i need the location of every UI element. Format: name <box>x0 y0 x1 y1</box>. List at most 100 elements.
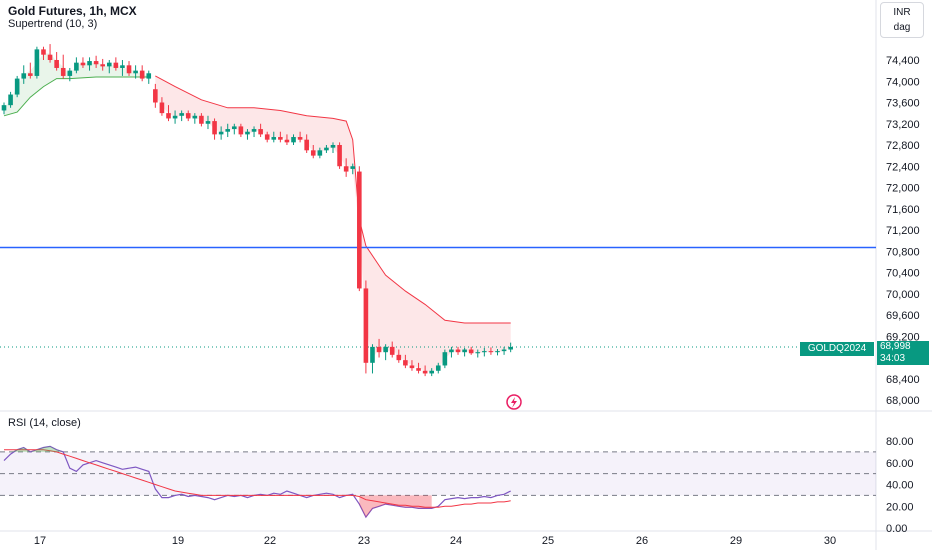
rsi-oversold-fill <box>359 495 432 518</box>
candle-body <box>120 65 125 68</box>
currency-label: INR <box>893 7 911 18</box>
rsi-tick-label: 60.00 <box>886 458 914 470</box>
candle-body <box>146 73 152 79</box>
candle-body <box>185 113 191 119</box>
candle-body <box>337 145 342 167</box>
candle-body <box>508 346 513 350</box>
candle-body <box>93 61 99 65</box>
chart-title: Gold Futures, 1h, MCX <box>8 4 137 18</box>
time-tick-label: 22 <box>264 535 276 547</box>
price-tick-label: 73,600 <box>886 98 920 110</box>
candle-body <box>8 94 13 106</box>
rsi-tick-label: 80.00 <box>886 436 914 448</box>
candle-body <box>1 105 7 111</box>
candle-body <box>172 115 178 119</box>
candle-body <box>304 139 309 151</box>
candle-body <box>205 121 211 124</box>
candle-body <box>245 131 250 135</box>
candle-body <box>297 137 303 140</box>
candle-body <box>54 60 59 68</box>
candle-body <box>199 115 204 124</box>
candle-body <box>482 351 487 353</box>
candle-body <box>403 360 408 366</box>
time-tick-label: 17 <box>34 535 46 547</box>
price-tick-label: 73,200 <box>886 119 920 131</box>
supertrend-legend[interactable]: Supertrend (10, 3) <box>8 18 98 30</box>
candle-body <box>449 349 454 353</box>
candle-body <box>442 352 448 366</box>
time-tick-label: 24 <box>450 535 462 547</box>
price-tick-label: 72,400 <box>886 161 920 173</box>
candle-body <box>324 147 329 151</box>
candle-body <box>258 129 263 135</box>
rsi-overbought-fill <box>4 446 64 452</box>
candle-body <box>106 62 112 67</box>
rsi-tick-label: 0.00 <box>886 523 907 535</box>
candle-body <box>475 352 481 354</box>
candle-body <box>284 139 290 143</box>
price-tick-label: 74,400 <box>886 55 920 67</box>
rsi-legend[interactable]: RSI (14, close) <box>8 417 81 429</box>
rsi-tick-label: 40.00 <box>886 480 914 492</box>
time-tick-label: 25 <box>542 535 554 547</box>
currency-scale-button[interactable]: INR dag <box>880 2 924 38</box>
candle-body <box>126 65 132 74</box>
time-tick-label: 26 <box>636 535 648 547</box>
scale-mode-label: dag <box>893 22 911 33</box>
candle-body <box>330 145 336 148</box>
candle-body <box>80 62 86 66</box>
supertrend-down-fill <box>155 75 511 373</box>
candle-body <box>218 131 224 135</box>
candle-body <box>310 150 316 156</box>
candle-body <box>139 70 145 79</box>
candle-body <box>232 126 237 130</box>
last-price: 68,998 <box>880 341 911 352</box>
candle-body <box>225 129 231 132</box>
candle-body <box>416 368 421 371</box>
candle-body <box>113 62 119 68</box>
candle-body <box>87 61 92 66</box>
candle-body <box>60 67 66 76</box>
supertrend-up-fill <box>4 53 149 116</box>
candle-body <box>462 349 467 353</box>
candle-body <box>363 288 369 363</box>
price-tick-label: 71,600 <box>886 204 920 216</box>
supertrend-down-line <box>155 75 511 324</box>
candle-body <box>179 113 184 116</box>
candle-body <box>501 349 507 352</box>
candle-body <box>350 166 356 169</box>
candle-body <box>251 129 257 132</box>
candle-body <box>429 370 434 374</box>
candle-body <box>41 49 46 55</box>
candle-body <box>133 70 138 74</box>
candle-body <box>396 354 402 361</box>
candle-body <box>495 351 500 353</box>
symbol-tag: GOLDQ2024 <box>800 342 874 356</box>
price-tick-label: 69,200 <box>886 331 920 343</box>
rsi-band-background <box>0 451 876 496</box>
candle-body <box>376 346 382 353</box>
candle-body <box>238 126 244 135</box>
price-tick-label: 72,000 <box>886 183 920 195</box>
candle-body <box>21 73 27 79</box>
candle-body <box>153 89 158 103</box>
candle-body <box>383 346 388 353</box>
candle-body <box>34 49 40 76</box>
candle-body <box>264 134 270 140</box>
price-tick-label: 68,000 <box>886 395 920 407</box>
price-tick-label: 68,400 <box>886 374 920 386</box>
candle-body <box>468 349 474 354</box>
time-tick-label: 29 <box>730 535 742 547</box>
time-tick-label: 30 <box>824 535 836 547</box>
candle-body <box>271 137 277 140</box>
candle-body <box>100 64 105 67</box>
price-tick-label: 74,000 <box>886 76 920 88</box>
candle-body <box>357 171 362 289</box>
candle-body <box>455 349 461 353</box>
supertrend-up-line <box>3 76 149 117</box>
candle-body <box>488 351 494 353</box>
bar-countdown: 34:03 <box>880 353 906 364</box>
candle-body <box>389 346 395 355</box>
candle-body <box>212 121 217 135</box>
